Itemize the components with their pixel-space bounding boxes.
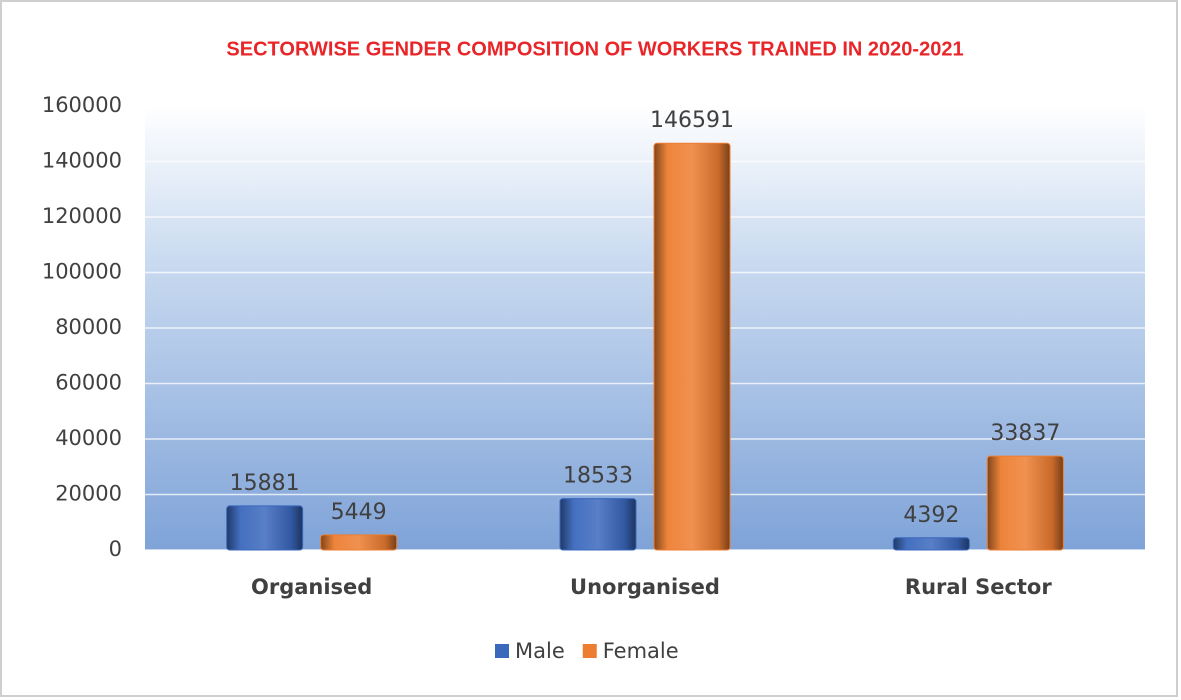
x-tick-label: Unorganised [570, 575, 720, 599]
y-tick-label: 160000 [42, 93, 122, 117]
legend-label: Male [515, 639, 565, 663]
y-tick-label: 20000 [55, 482, 122, 506]
y-tick-label: 100000 [42, 260, 122, 284]
data-label: 15881 [230, 471, 300, 496]
chart-title: SECTORWISE GENDER COMPOSITION OF WORKERS… [226, 38, 963, 60]
data-label: 18533 [563, 464, 633, 489]
x-tick-label: Organised [251, 575, 372, 599]
bar [559, 498, 637, 551]
legend-swatch [495, 644, 509, 658]
legend-swatch [582, 644, 597, 658]
bar [986, 455, 1064, 551]
bar [320, 534, 398, 551]
data-label: 146591 [650, 108, 734, 133]
bar [226, 505, 304, 551]
y-tick-label: 80000 [55, 315, 122, 339]
data-label: 5449 [331, 500, 387, 525]
y-tick-label: 120000 [42, 204, 122, 228]
data-label: 4392 [903, 503, 959, 528]
y-tick-label: 40000 [55, 426, 122, 450]
legend-label: Female [603, 639, 679, 663]
bar [892, 537, 970, 551]
y-tick-label: 0 [109, 537, 122, 561]
x-tick-label: Rural Sector [905, 575, 1052, 599]
y-tick-label: 140000 [42, 149, 122, 173]
bar [653, 142, 731, 551]
data-label: 33837 [990, 421, 1060, 446]
y-tick-label: 60000 [55, 371, 122, 395]
